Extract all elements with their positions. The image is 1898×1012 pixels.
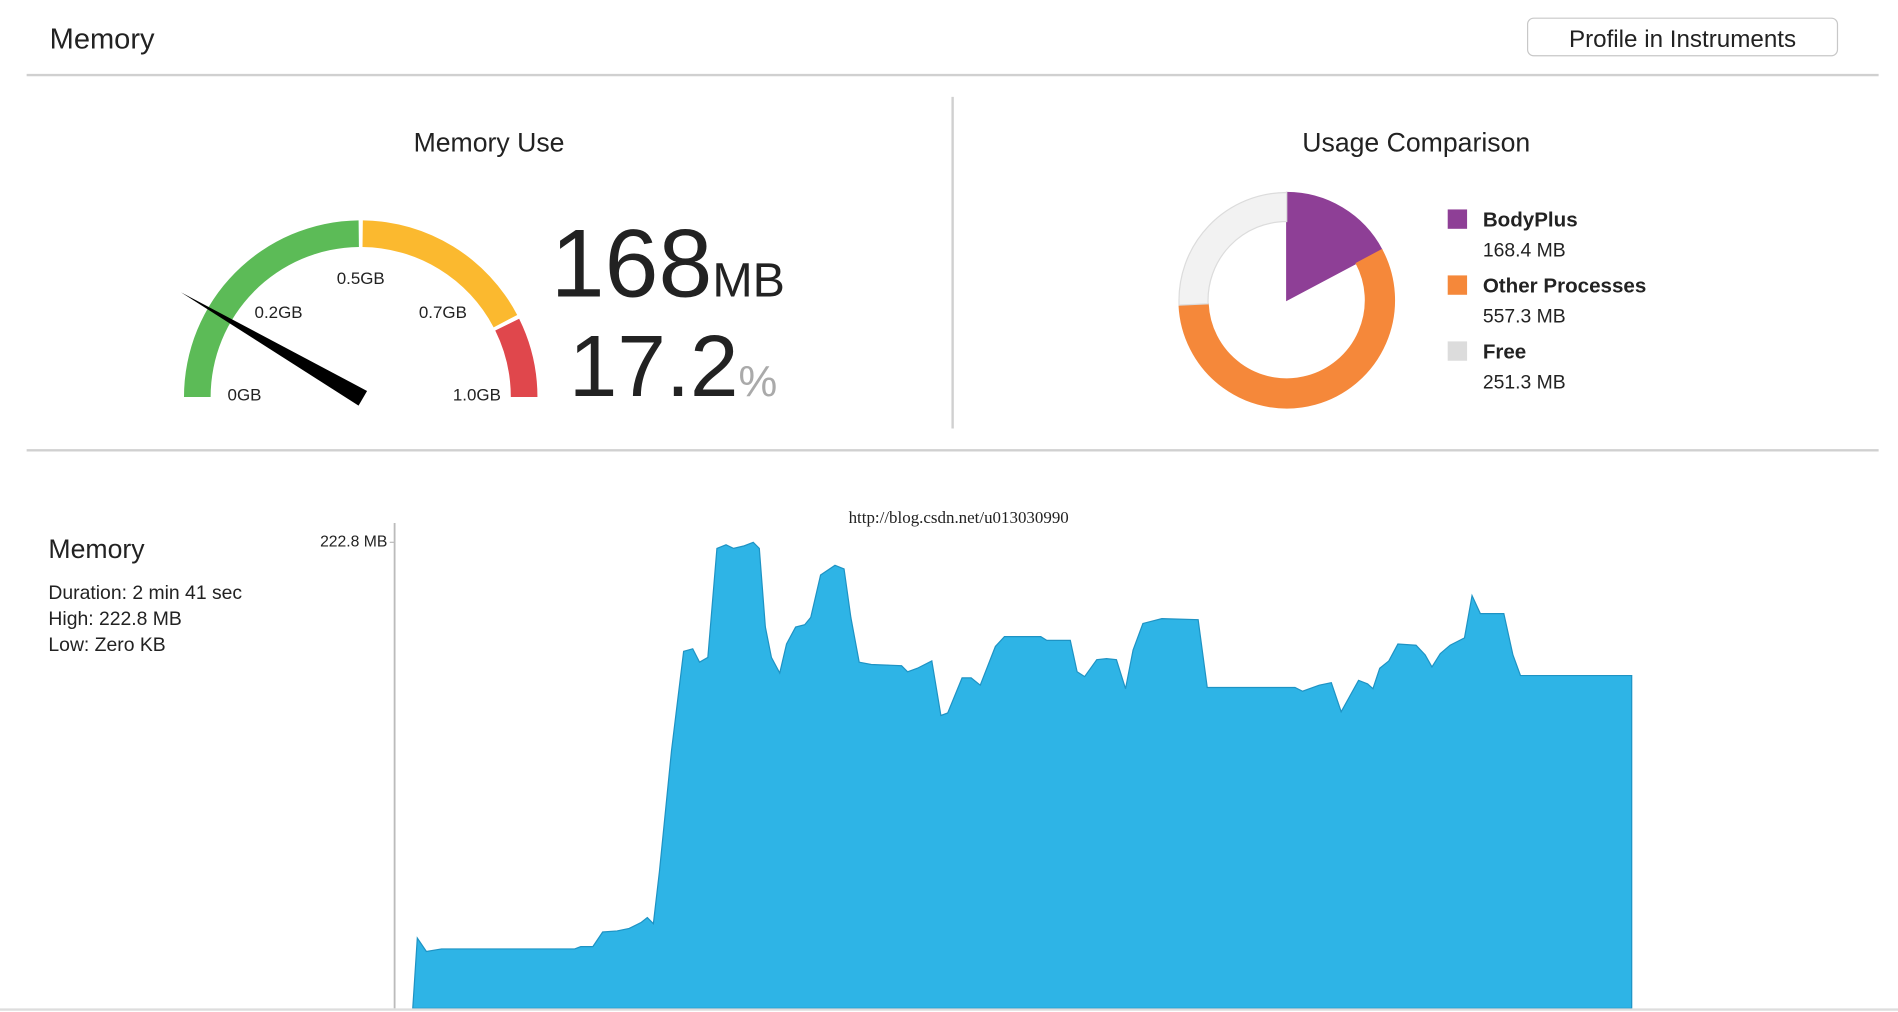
pie-segment xyxy=(1178,191,1288,306)
legend-name: BodyPlus xyxy=(1483,208,1578,231)
y-tick-label: 222.8 MB xyxy=(320,533,387,550)
percent-unit: % xyxy=(739,358,778,406)
memory-area xyxy=(412,541,1633,1009)
button-frame[interactable] xyxy=(1526,17,1839,57)
memory-chart: 222.8 MB xyxy=(320,533,1633,1009)
gauge-zone xyxy=(362,220,518,328)
details: Duration: 2 min 41 sec High: 222.8 MB Low:… xyxy=(48,582,242,656)
gauge-needle xyxy=(180,292,368,406)
legend-name: Free xyxy=(1483,340,1526,363)
gauge-zone xyxy=(495,318,538,398)
legend-swatch xyxy=(1447,275,1468,295)
memory-number: 168 xyxy=(551,209,713,318)
legend: BodyPlus 168.4 MB Other Processes 557.3 MB F… xyxy=(1447,208,1646,394)
percent-number: 17.2 xyxy=(569,318,739,415)
detail-text: Low: Zero KB xyxy=(48,634,165,656)
memory-percent: 17.2% xyxy=(569,318,777,415)
memory-value: 168MB xyxy=(551,209,785,318)
usage-comparison-title: Usage Comparison xyxy=(1302,127,1530,157)
gauge-zone xyxy=(183,220,359,398)
pie-segment xyxy=(1286,191,1383,302)
legend-value: 168.4 MB xyxy=(1483,240,1566,262)
legend-swatch xyxy=(1447,341,1468,361)
gauge-tick-label: 1.0GB xyxy=(453,385,501,404)
memory-unit: MB xyxy=(712,254,785,308)
gauge-tick-label: 0.5GB xyxy=(337,269,385,288)
watermark: http://blog.csdn.net/u013030990 xyxy=(849,508,1069,527)
legend-swatch xyxy=(1447,209,1468,229)
header-title: Memory xyxy=(50,23,155,55)
memory-use-title: Memory Use xyxy=(414,127,565,157)
usage-pie xyxy=(1178,191,1396,409)
profile-button[interactable]: Profile in Instruments xyxy=(1526,17,1839,57)
detail-text: Duration: 2 min 41 sec xyxy=(48,582,242,604)
detail-text: High: 222.8 MB xyxy=(48,608,181,630)
gauge: 0GB 0.2GB 0.5GB 0.7GB 1.0GB xyxy=(180,220,538,406)
pie-segment xyxy=(1178,248,1396,409)
chart-title: Memory xyxy=(48,534,145,564)
legend-value: 557.3 MB xyxy=(1483,306,1566,328)
gauge-tick-label: 0GB xyxy=(228,385,262,404)
legend-value: 251.3 MB xyxy=(1483,372,1566,394)
button-label[interactable]: Profile in Instruments xyxy=(1569,26,1796,53)
gauge-tick-label: 0.7GB xyxy=(419,303,467,322)
legend-name: Other Processes xyxy=(1483,274,1646,297)
gauge-tick-label: 0.2GB xyxy=(255,303,303,322)
